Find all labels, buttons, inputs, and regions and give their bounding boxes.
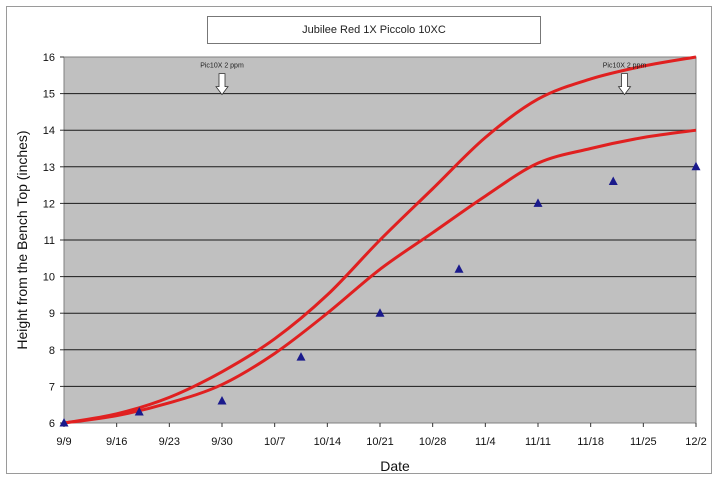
y-tick-label: 15 <box>43 89 55 101</box>
data-point-triangle <box>691 161 701 171</box>
series-line-1 <box>63 55 697 425</box>
y-tick-label: 13 <box>43 162 55 174</box>
down-arrow-icon <box>617 73 632 96</box>
annotation-label: Pic10X 2 ppm <box>603 63 647 70</box>
data-point-triangle <box>375 308 385 317</box>
x-tick-label: 11/11 <box>525 436 551 448</box>
y-tick-label: 9 <box>49 308 55 320</box>
data-point-triangle <box>134 407 144 416</box>
x-tick-label: 11/25 <box>630 436 657 448</box>
x-tick-label: 9/30 <box>211 436 232 448</box>
data-point-triangle <box>454 264 464 273</box>
y-tick-label: 11 <box>44 235 55 247</box>
x-tick-label: 10/21 <box>366 436 394 448</box>
x-axis-title: Date <box>380 458 410 474</box>
data-point-triangle <box>59 418 69 427</box>
y-tick-label: 14 <box>43 125 55 137</box>
x-tick-label: 10/14 <box>314 436 342 448</box>
y-tick-label: 10 <box>43 272 55 284</box>
down-arrow-icon <box>215 73 229 96</box>
x-tick-label: 10/7 <box>264 436 285 448</box>
x-tick-label: 9/16 <box>106 436 127 448</box>
y-tick-label: 12 <box>43 198 55 210</box>
y-tick-label: 8 <box>49 345 55 357</box>
x-tick-label: 10/28 <box>419 436 447 448</box>
series-line-2 <box>63 128 697 425</box>
data-point-triangle <box>533 198 543 207</box>
y-axis-title: Height from the Bench Top (inches) <box>14 130 30 349</box>
x-tick-label: 12/2 <box>685 436 706 448</box>
annotation-label: Pic10X 2 ppm <box>200 63 244 70</box>
x-tick-label: 11/18 <box>577 436 604 448</box>
x-tick-label: 9/9 <box>56 436 71 448</box>
y-tick-label: 16 <box>43 52 55 64</box>
x-tick-label: 9/23 <box>159 436 180 448</box>
data-point-triangle <box>608 176 618 185</box>
data-point-triangle <box>296 352 306 361</box>
y-tick-label: 6 <box>49 418 55 430</box>
chart-title: Jubilee Red 1X Piccolo 10XC <box>207 16 541 44</box>
x-tick-label: 11/4 <box>475 436 496 448</box>
y-tick-label: 7 <box>49 381 55 393</box>
data-point-triangle <box>217 396 227 405</box>
